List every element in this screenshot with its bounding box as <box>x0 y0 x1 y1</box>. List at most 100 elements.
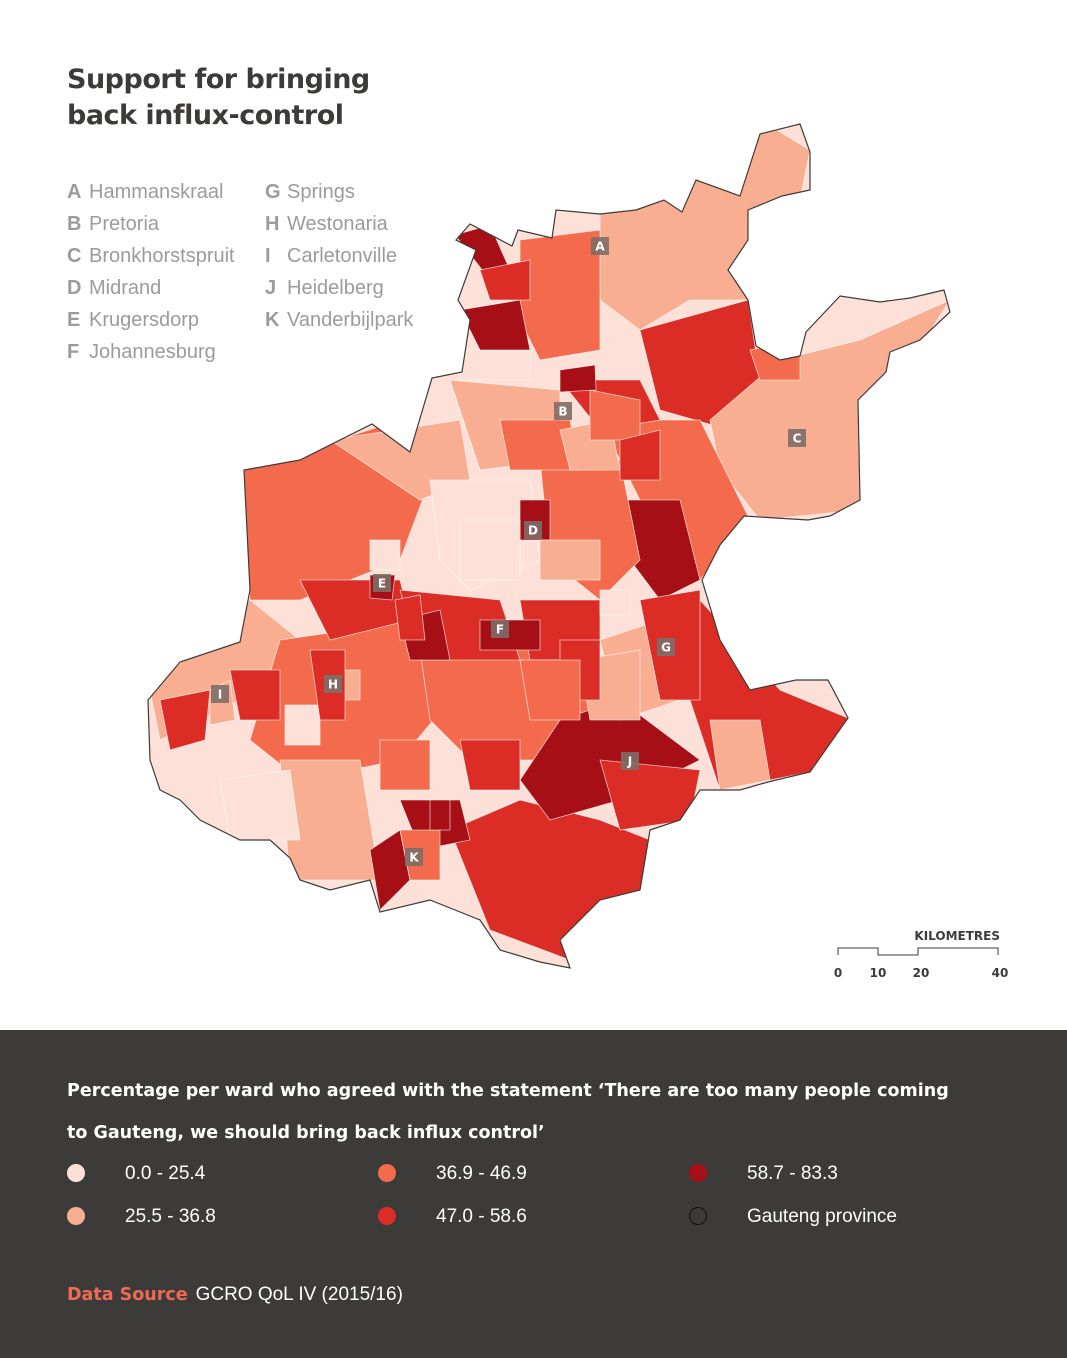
legend-label: 58.7 - 83.3 <box>747 1163 838 1184</box>
map-marker-g: G <box>657 638 675 656</box>
ward-region <box>159 689 211 751</box>
place-entry: G Springs <box>265 178 465 210</box>
data-source: Data Source GCRO QoL IV (2015/16) <box>67 1284 403 1306</box>
ward-region <box>459 299 531 351</box>
map-marker-h: H <box>324 675 342 693</box>
map-marker-box <box>324 675 342 693</box>
ward-region <box>519 229 601 361</box>
place-name: Midrand <box>89 277 162 299</box>
place-entry: I Carletonville <box>265 242 465 274</box>
place-letter: B <box>67 213 82 235</box>
place-name: Carletonville <box>287 245 398 267</box>
ward-region <box>459 739 521 791</box>
gauteng-province-outline <box>147 123 951 969</box>
legend-label: 47.0 - 58.6 <box>436 1206 527 1227</box>
map-marker-label: D <box>528 524 538 538</box>
scale-tick-0: 0 <box>834 966 842 980</box>
ward-region <box>559 364 597 393</box>
map-marker-box <box>524 521 542 539</box>
map-title: Support for bringing back influx-control <box>67 64 370 131</box>
ward-region <box>284 704 321 746</box>
ward-region <box>519 659 581 721</box>
scale-tick-40: 40 <box>992 966 1009 980</box>
ward-region <box>599 589 631 616</box>
data-source-label: Data Source <box>67 1285 188 1305</box>
legend-label: Gauteng province <box>747 1206 897 1227</box>
place-entry: F Johannesburg <box>67 338 267 370</box>
map-marker-box <box>591 237 609 255</box>
scale-tick-10: 10 <box>870 966 887 980</box>
place-name: Springs <box>287 181 355 203</box>
map-marker-label: H <box>328 678 338 692</box>
map-marker-label: B <box>558 405 567 419</box>
place-entry: B Pretoria <box>67 210 267 242</box>
place-name: Bronkhorstspruit <box>89 245 235 267</box>
place-list-column-1: A Hammanskraal B Pretoria C Bronkhorstsprui… <box>67 178 267 370</box>
map-marker-a: A <box>591 237 609 255</box>
legend-swatch <box>378 1164 396 1182</box>
map-marker-label: A <box>595 240 605 254</box>
ward-region <box>369 539 401 571</box>
map-marker-j: J <box>621 752 639 770</box>
map-marker-box <box>405 848 423 866</box>
ward-region <box>619 429 661 481</box>
map-marker-box <box>491 620 509 638</box>
map-marker-label: G <box>661 641 671 655</box>
map-marker-box <box>373 574 391 592</box>
map-marker-label: J <box>627 755 632 769</box>
legend-swatch <box>378 1207 396 1225</box>
map-marker-box <box>621 752 639 770</box>
place-entry: A Hammanskraal <box>67 178 267 210</box>
legend-label: 0.0 - 25.4 <box>125 1163 206 1184</box>
map-marker-e: E <box>373 574 391 592</box>
place-name: Westonaria <box>287 213 388 235</box>
ward-region <box>479 259 531 301</box>
scale-unit: KILOMETRES <box>914 929 1000 943</box>
place-letter: E <box>67 309 81 331</box>
place-entry: D Midrand <box>67 274 267 306</box>
place-letter: C <box>67 245 82 267</box>
ward-region <box>429 799 451 831</box>
ward-region <box>599 124 811 331</box>
map-marker-label: F <box>496 623 504 637</box>
ward-region <box>379 739 431 791</box>
place-letter: I <box>265 245 271 267</box>
place-letter: A <box>67 181 82 203</box>
map-marker-i: I <box>211 685 229 703</box>
place-name: Hammanskraal <box>89 181 224 203</box>
map-marker-box <box>657 638 675 656</box>
place-name: Krugersdorp <box>89 309 200 331</box>
map-marker-box <box>211 685 229 703</box>
map-marker-box <box>788 429 806 447</box>
legend-swatch <box>67 1207 85 1225</box>
map-marker-b: B <box>554 402 572 420</box>
place-letter: J <box>265 277 277 299</box>
place-letter: D <box>67 277 82 299</box>
place-letter: G <box>265 181 281 203</box>
legend-swatch <box>689 1164 707 1182</box>
legend-swatch <box>689 1207 707 1225</box>
ward-region <box>479 619 541 651</box>
place-name: Heidelberg <box>287 277 384 299</box>
map-marker-f: F <box>491 620 509 638</box>
data-source-value: GCRO QoL IV (2015/16) <box>195 1284 403 1305</box>
ward-region <box>459 349 531 381</box>
map-marker-label: K <box>409 851 419 865</box>
map-marker-d: D <box>524 521 542 539</box>
map-marker-label: E <box>378 577 386 591</box>
ward-region <box>709 719 771 791</box>
scale-bar: KILOMETRES 0 10 20 40 <box>834 929 1009 980</box>
map-marker-label: I <box>218 688 222 702</box>
place-entry: C Bronkhorstspruit <box>67 242 267 274</box>
place-entry: J Heidelberg <box>265 274 465 306</box>
place-list-column-2: G Springs H Westonaria I Carletonville J Hei… <box>265 178 465 338</box>
map-marker-k: K <box>405 848 423 866</box>
ward-region <box>394 594 426 641</box>
scale-ruler <box>837 947 999 956</box>
ward-region <box>219 769 301 841</box>
scale-tick-20: 20 <box>913 966 930 980</box>
ward-region <box>229 669 281 721</box>
place-entry: H Westonaria <box>265 210 465 242</box>
place-letter: H <box>265 213 280 235</box>
place-name: Pretoria <box>89 213 160 235</box>
